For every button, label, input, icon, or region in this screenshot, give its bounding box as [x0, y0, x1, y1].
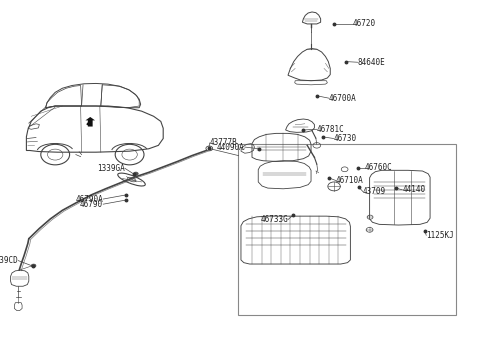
Text: 43777B: 43777B	[210, 139, 238, 147]
Text: 46710A: 46710A	[336, 176, 364, 185]
Text: 1339GA: 1339GA	[97, 164, 125, 173]
Text: 44140: 44140	[402, 185, 425, 194]
Polygon shape	[85, 117, 95, 127]
Text: 46790: 46790	[80, 200, 103, 209]
Text: 1339CD: 1339CD	[0, 256, 18, 265]
Text: 84640E: 84640E	[358, 58, 385, 67]
Text: 46790A: 46790A	[75, 195, 103, 203]
Text: 46733G: 46733G	[260, 215, 288, 224]
Circle shape	[133, 172, 138, 175]
Text: 46730: 46730	[334, 134, 357, 143]
Text: 46781C: 46781C	[317, 125, 345, 134]
Text: 46700A: 46700A	[329, 94, 357, 103]
Text: 43709: 43709	[363, 187, 386, 196]
Circle shape	[31, 264, 36, 267]
Text: 44090A: 44090A	[217, 143, 245, 152]
Text: 46760C: 46760C	[365, 163, 393, 172]
Text: 46720: 46720	[353, 19, 376, 28]
Text: 1125KJ: 1125KJ	[426, 231, 454, 240]
